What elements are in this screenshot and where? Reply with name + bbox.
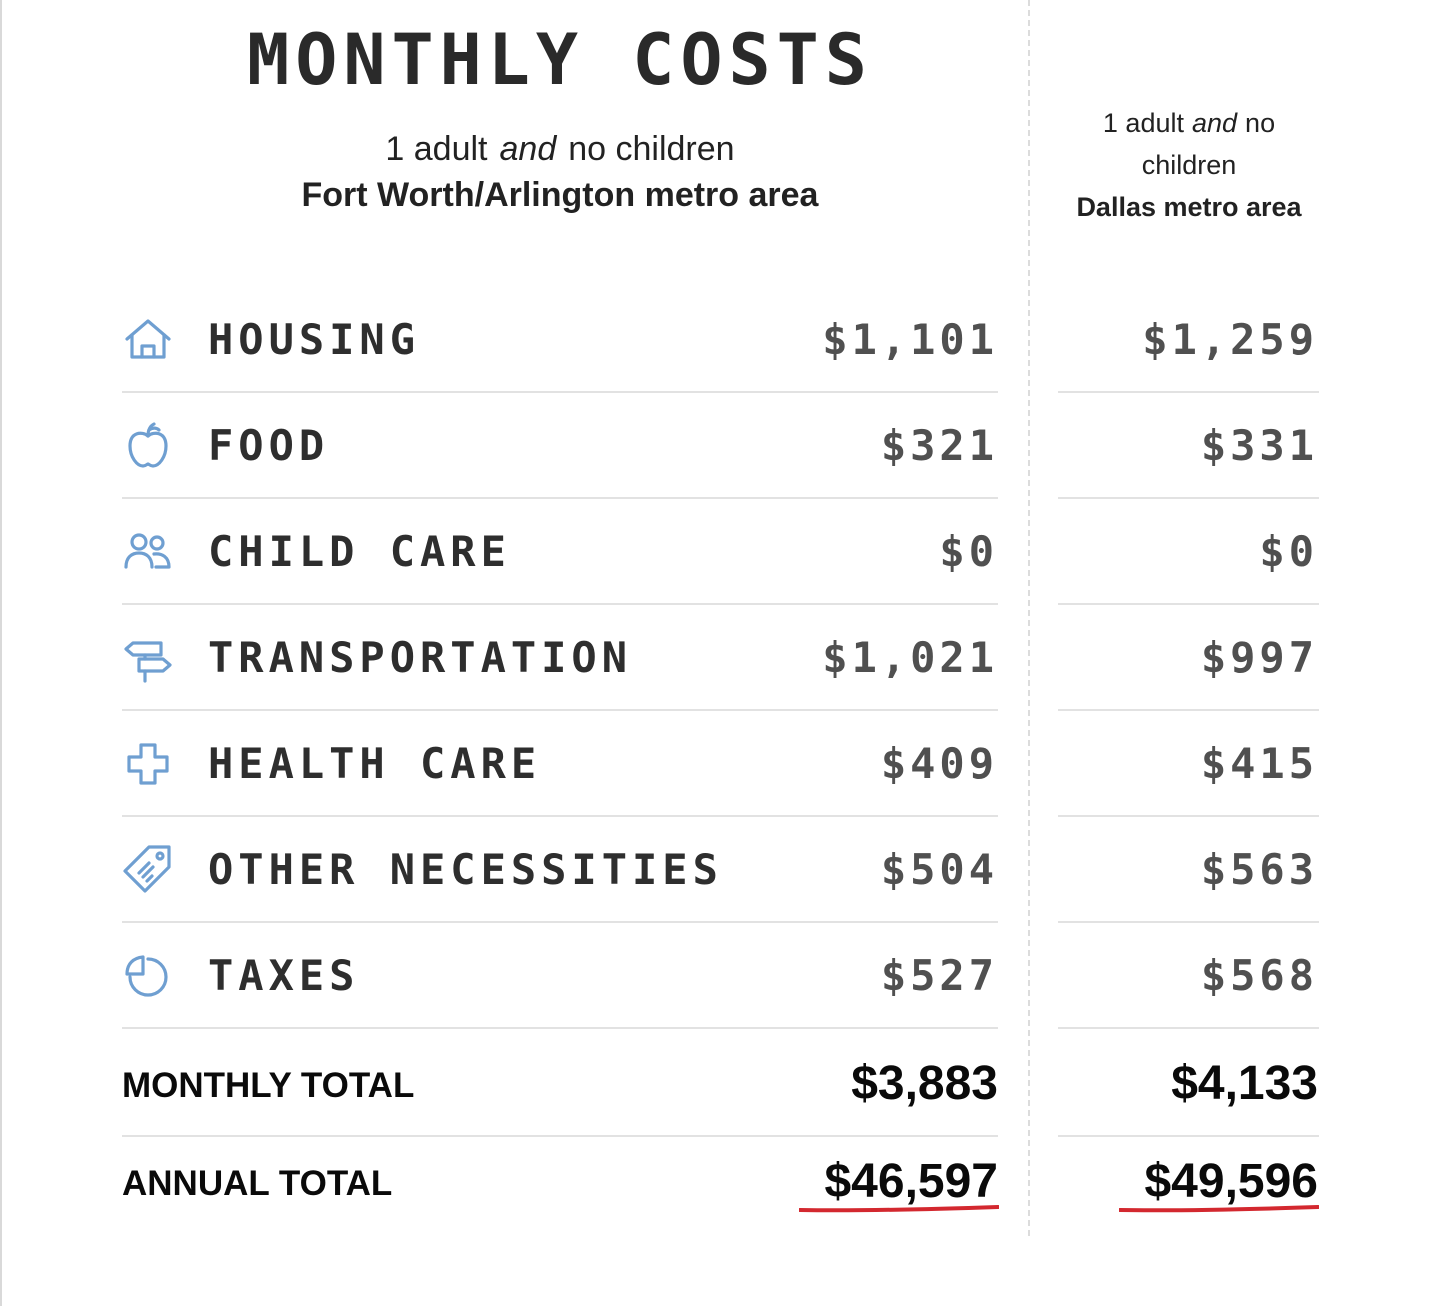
cost-value-fort-worth: $409 — [880, 739, 998, 788]
people-icon — [121, 525, 175, 579]
annual-total-underline-dallas — [1119, 1205, 1319, 1213]
annual-total-fort-worth: $46,597 — [824, 1155, 998, 1208]
cost-label: HEALTH CARE — [208, 739, 542, 788]
row-divider — [1058, 815, 1319, 817]
metro-area-label: Fort Worth/Arlington metro area — [301, 176, 819, 214]
cost-value-dallas: $0 — [1259, 527, 1318, 576]
monthly-total-label: MONTHLY TOTAL — [122, 1066, 415, 1105]
row-divider — [122, 709, 998, 711]
page-title: MONTHLY COSTS — [247, 19, 873, 101]
cost-label: TRANSPORTATION — [208, 633, 633, 682]
monthly-total-fort-worth: $3,883 — [851, 1057, 998, 1110]
cost-label: CHILD CARE — [208, 527, 511, 576]
annual-total-underline-fort-worth — [799, 1205, 999, 1213]
row-divider — [122, 497, 998, 499]
cost-row-food: FOOD $321 $331 — [0, 393, 1436, 499]
page-left-border — [0, 0, 2, 1306]
cost-row-child-care: CHILD CARE $0 $0 — [0, 499, 1436, 605]
household-and: and — [1191, 108, 1238, 138]
apple-icon — [121, 419, 175, 473]
household-adults: 1 adult — [1102, 108, 1184, 138]
cost-value-fort-worth: $0 — [939, 527, 998, 576]
cost-value-dallas: $415 — [1200, 739, 1318, 788]
row-divider — [1058, 603, 1319, 605]
monthly-total-row: MONTHLY TOTAL $3,883 $4,133 — [0, 1029, 1436, 1137]
cost-value-fort-worth: $504 — [880, 845, 998, 894]
row-divider — [122, 815, 998, 817]
cost-row-transportation: TRANSPORTATION $1,021 $997 — [0, 605, 1436, 711]
cost-label: FOOD — [208, 421, 330, 470]
annual-total-dallas: $49,596 — [1144, 1155, 1318, 1208]
cost-label: HOUSING — [208, 315, 421, 364]
cost-row-taxes: TAXES $527 $568 — [0, 923, 1436, 1029]
signpost-icon — [121, 631, 175, 685]
cost-value-dallas: $331 — [1200, 421, 1318, 470]
household-and: and — [499, 130, 557, 168]
price-tag-icon — [121, 843, 175, 897]
row-divider — [1058, 1027, 1319, 1029]
household-description: 1 adult and no children — [1058, 102, 1320, 186]
pie-chart-icon — [121, 949, 175, 1003]
cost-label: OTHER NECESSITIES — [208, 845, 723, 894]
column-header-dallas: 1 adult and no children Dallas metro area — [1058, 102, 1320, 228]
cost-value-fort-worth: $527 — [880, 951, 998, 1000]
metro-area-label: Dallas metro area — [1076, 192, 1302, 222]
row-divider — [122, 603, 998, 605]
annual-total-row: ANNUAL TOTAL $46,597 $49,596 — [0, 1137, 1436, 1227]
cost-label: TAXES — [208, 951, 360, 1000]
household-adults: 1 adult — [385, 130, 488, 168]
cost-row-health-care: HEALTH CARE $409 $415 — [0, 711, 1436, 817]
row-divider — [122, 1135, 998, 1137]
column-header-fort-worth: 1 adult and no children Fort Worth/Arlingt… — [120, 128, 1000, 220]
cost-value-dallas: $568 — [1200, 951, 1318, 1000]
column-divider — [1028, 0, 1030, 1236]
monthly-total-dallas: $4,133 — [1171, 1057, 1318, 1110]
cost-value-dallas: $1,259 — [1142, 315, 1318, 364]
row-divider — [122, 921, 998, 923]
cost-row-other-necessities: OTHER NECESSITIES $504 $563 — [0, 817, 1436, 923]
row-divider — [1058, 921, 1319, 923]
row-divider — [1058, 391, 1319, 393]
household-description: 1 adult and no children — [120, 128, 1000, 170]
cost-value-dallas: $563 — [1200, 845, 1318, 894]
cost-value-fort-worth: $1,101 — [822, 315, 998, 364]
row-divider — [1058, 709, 1319, 711]
annual-total-label: ANNUAL TOTAL — [122, 1164, 393, 1203]
row-divider — [122, 391, 998, 393]
row-divider — [1058, 497, 1319, 499]
row-divider — [122, 1027, 998, 1029]
cost-value-dallas: $997 — [1200, 633, 1318, 682]
cost-row-housing: HOUSING $1,101 $1,259 — [0, 287, 1436, 393]
household-children: no children — [568, 130, 735, 168]
cost-value-fort-worth: $321 — [880, 421, 998, 470]
medical-cross-icon — [121, 737, 175, 791]
household-children: no children — [1141, 108, 1276, 180]
row-divider — [1058, 1135, 1319, 1137]
cost-value-fort-worth: $1,021 — [822, 633, 998, 682]
house-icon — [121, 313, 175, 367]
